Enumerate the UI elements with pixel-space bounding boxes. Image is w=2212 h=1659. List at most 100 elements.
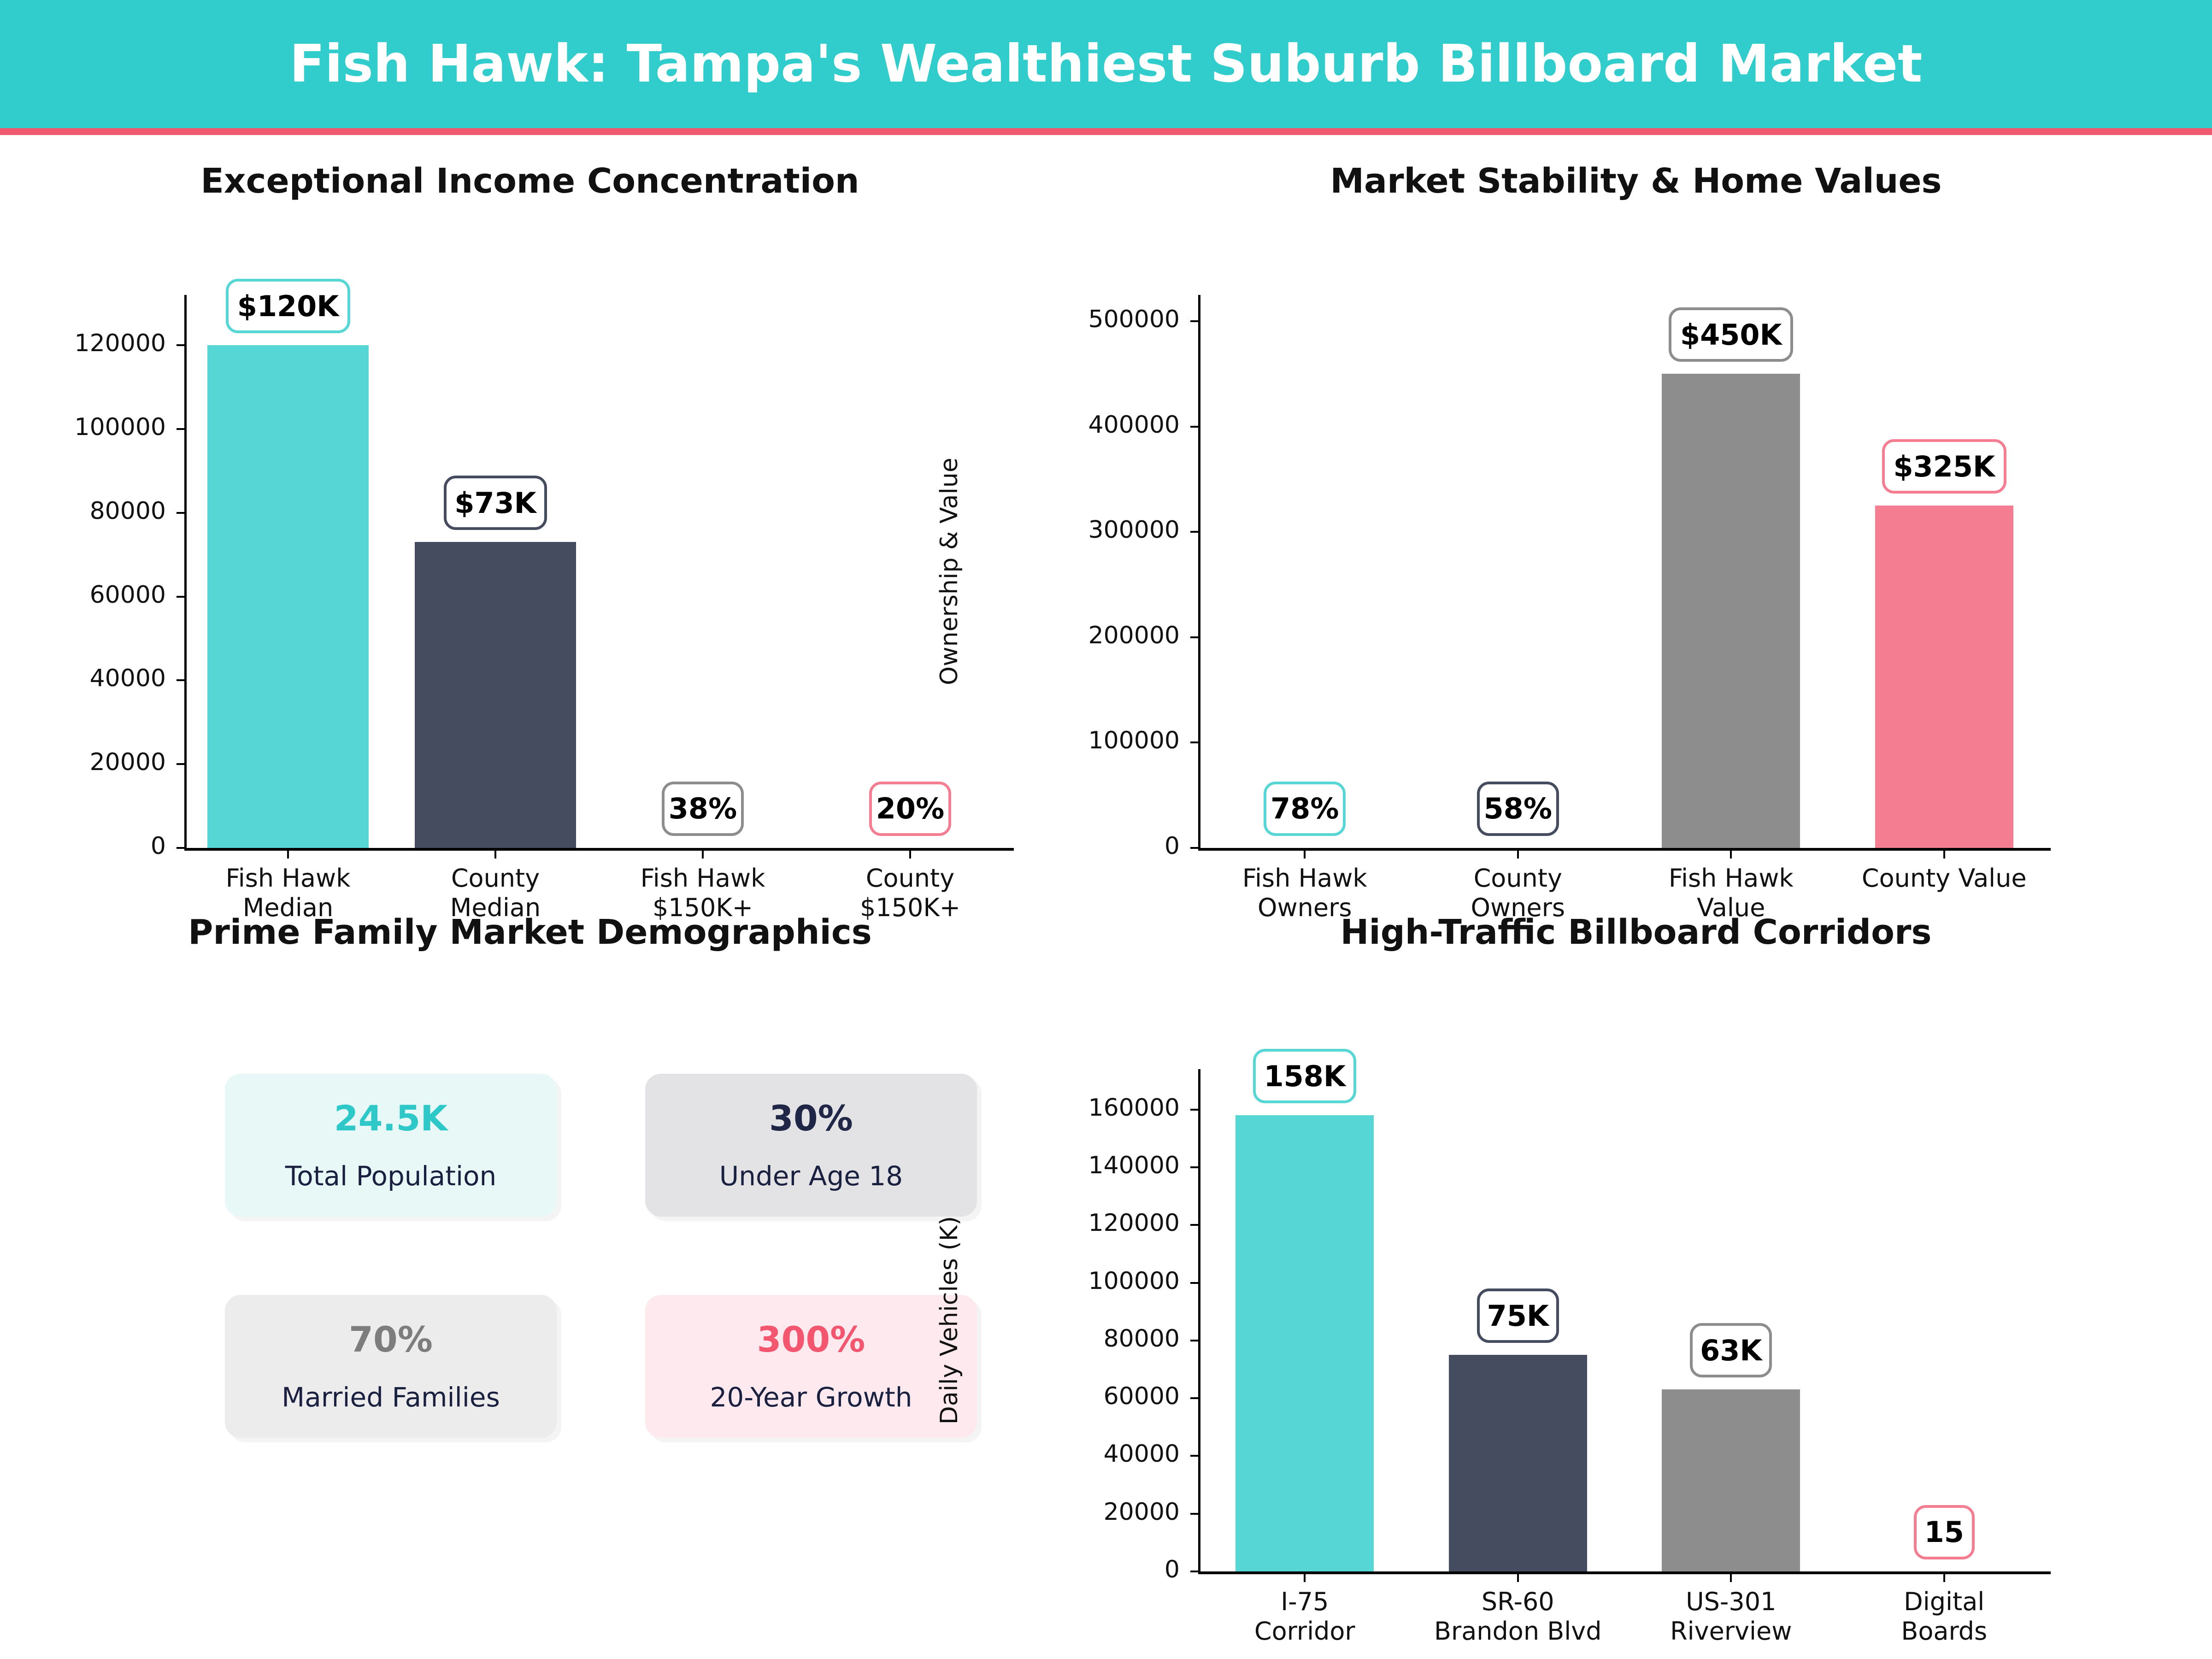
- bar-value-label: 158K: [1253, 1049, 1357, 1104]
- y-axis-tick: [176, 763, 184, 765]
- bar-value-label: 38%: [662, 781, 744, 836]
- y-axis-tick-label: 500000: [1088, 306, 1180, 334]
- y-axis-tick-label: 100000: [1088, 727, 1180, 755]
- stat-label-total-population: Total Population: [285, 1160, 497, 1192]
- stat-card-under-age-18[interactable]: 30% Under Age 18: [645, 1074, 977, 1217]
- y-axis-tick-label: 80000: [1103, 1324, 1180, 1353]
- stat-card-20-year-growth[interactable]: 300% 20-Year Growth: [645, 1295, 977, 1438]
- stat-card-married-families[interactable]: 70% Married Families: [225, 1295, 557, 1438]
- x-axis-tick-label: Digital Boards: [1901, 1587, 1988, 1646]
- page-title: Fish Hawk: Tampa's Wealthiest Suburb Bil…: [289, 34, 1923, 94]
- stat-value-married-families: 70%: [349, 1319, 433, 1360]
- x-axis-tick-label: Fish Hawk Value: [1668, 864, 1794, 922]
- bar[interactable]: [1235, 1115, 1374, 1571]
- x-axis-tick: [909, 851, 911, 859]
- y-axis-tick: [1190, 1166, 1198, 1168]
- x-axis-tick: [702, 851, 704, 859]
- bar[interactable]: [1448, 1355, 1587, 1571]
- stat-value-total-population: 24.5K: [334, 1098, 448, 1139]
- y-axis-title: Daily Vehicles (K): [935, 1216, 963, 1425]
- x-axis-line: [184, 848, 1014, 851]
- panel-traffic-corridors: High-Traffic Billboard Corridors 0 20000 4…: [935, 889, 2212, 1659]
- x-axis-tick-label: Fish Hawk $150K+: [640, 864, 765, 922]
- x-axis-tick-label: SR-60 Brandon Blvd: [1434, 1587, 1602, 1646]
- x-axis-tick-label: I-75 Corridor: [1254, 1587, 1355, 1646]
- y-axis-tick: [1190, 1224, 1198, 1226]
- bar-value-label: $325K: [1882, 439, 2006, 494]
- y-axis-line: [1198, 295, 1200, 848]
- y-axis-tick-label: 60000: [89, 581, 166, 609]
- y-axis-tick: [1190, 320, 1198, 323]
- x-axis-tick: [1517, 1574, 1519, 1582]
- bar-value-label: 78%: [1264, 781, 1346, 836]
- x-axis-tick: [1730, 1574, 1732, 1582]
- x-axis-tick: [1517, 851, 1519, 859]
- y-axis-line: [1198, 1069, 1200, 1571]
- x-axis-tick: [1943, 1574, 1945, 1582]
- bar-value-label: 63K: [1690, 1323, 1772, 1378]
- bar-value-label: $120K: [226, 279, 350, 334]
- stat-label-under-age-18: Under Age 18: [719, 1160, 903, 1192]
- stat-card-total-population[interactable]: 24.5K Total Population: [225, 1074, 557, 1217]
- bar-value-label: 58%: [1477, 781, 1559, 836]
- x-axis-line: [1198, 1571, 2051, 1574]
- x-axis-tick: [1304, 851, 1306, 859]
- y-axis-line: [184, 295, 187, 848]
- x-axis-tick-label: County Value: [1861, 864, 2027, 893]
- y-axis-tick: [1190, 741, 1198, 744]
- y-axis-tick-label: 60000: [1103, 1382, 1180, 1411]
- y-axis-tick: [176, 679, 184, 682]
- y-axis-tick-label: 400000: [1088, 411, 1180, 439]
- chart-title-market: Market Stability & Home Values: [1330, 161, 1942, 201]
- chart-title-demographics: Prime Family Market Demographics: [188, 912, 872, 952]
- y-axis-tick: [1190, 1455, 1198, 1457]
- bar-value-label: $73K: [444, 476, 547, 530]
- chart-title-traffic: High-Traffic Billboard Corridors: [1340, 912, 1932, 952]
- bar-value-label: $450K: [1669, 307, 1794, 362]
- x-axis-tick: [287, 851, 289, 859]
- y-axis-tick-label: 140000: [1088, 1151, 1180, 1179]
- y-axis-tick: [176, 595, 184, 598]
- x-axis-tick-label: County $150K+: [859, 864, 961, 922]
- y-axis-tick-label: 100000: [1088, 1267, 1180, 1295]
- x-axis-tick-label: County Median: [450, 864, 541, 922]
- y-axis-tick-label: 100000: [74, 413, 166, 441]
- y-axis-tick: [1190, 636, 1198, 638]
- panel-market-stability: Market Stability & Home Values 0 100000 20…: [935, 138, 2212, 922]
- x-axis-tick-label: Fish Hawk Median: [225, 864, 351, 922]
- x-axis-tick: [494, 851, 496, 859]
- header-accent-bar: [0, 128, 2212, 135]
- y-axis-tick: [176, 428, 184, 430]
- x-axis-tick-label: US-301 Riverview: [1670, 1587, 1792, 1646]
- y-axis-tick: [1190, 1339, 1198, 1341]
- y-axis-tick-label: 20000: [1103, 1498, 1180, 1526]
- bar[interactable]: [1662, 374, 1800, 848]
- y-axis-tick: [1190, 847, 1198, 849]
- y-axis-tick: [176, 344, 184, 347]
- y-axis-tick-label: 200000: [1088, 621, 1180, 649]
- y-axis-tick: [176, 512, 184, 514]
- x-axis-line: [1198, 848, 2051, 851]
- bar-value-label: 15: [1913, 1505, 1975, 1559]
- y-axis-tick: [1190, 531, 1198, 533]
- bar[interactable]: [207, 345, 369, 848]
- y-axis-tick-label: 0: [150, 832, 166, 860]
- y-axis-tick: [1190, 1282, 1198, 1284]
- x-axis-tick-label: Fish Hawk Owners: [1242, 864, 1367, 922]
- y-axis-tick-label: 40000: [1103, 1440, 1180, 1468]
- panel-income-concentration: Exceptional Income Concentration 0 20000 4…: [0, 138, 1060, 922]
- y-axis-tick-label: 160000: [1088, 1094, 1180, 1122]
- bar[interactable]: [1662, 1389, 1800, 1571]
- chart-title-income: Exceptional Income Concentration: [200, 161, 859, 201]
- bar-value-label: 75K: [1477, 1288, 1559, 1343]
- y-axis-tick-label: 120000: [1088, 1209, 1180, 1237]
- header-banner: Fish Hawk: Tampa's Wealthiest Suburb Bil…: [0, 0, 2212, 128]
- y-axis-tick: [1190, 425, 1198, 428]
- y-axis-tick: [1190, 1108, 1198, 1111]
- bar[interactable]: [415, 542, 576, 848]
- x-axis-tick-label: County Owners: [1471, 864, 1565, 922]
- chart-income: 020000400006000080000100000120000Income …: [0, 138, 1060, 922]
- y-axis-tick: [176, 847, 184, 849]
- bar[interactable]: [1875, 506, 2013, 848]
- y-axis-tick: [1190, 1571, 1198, 1572]
